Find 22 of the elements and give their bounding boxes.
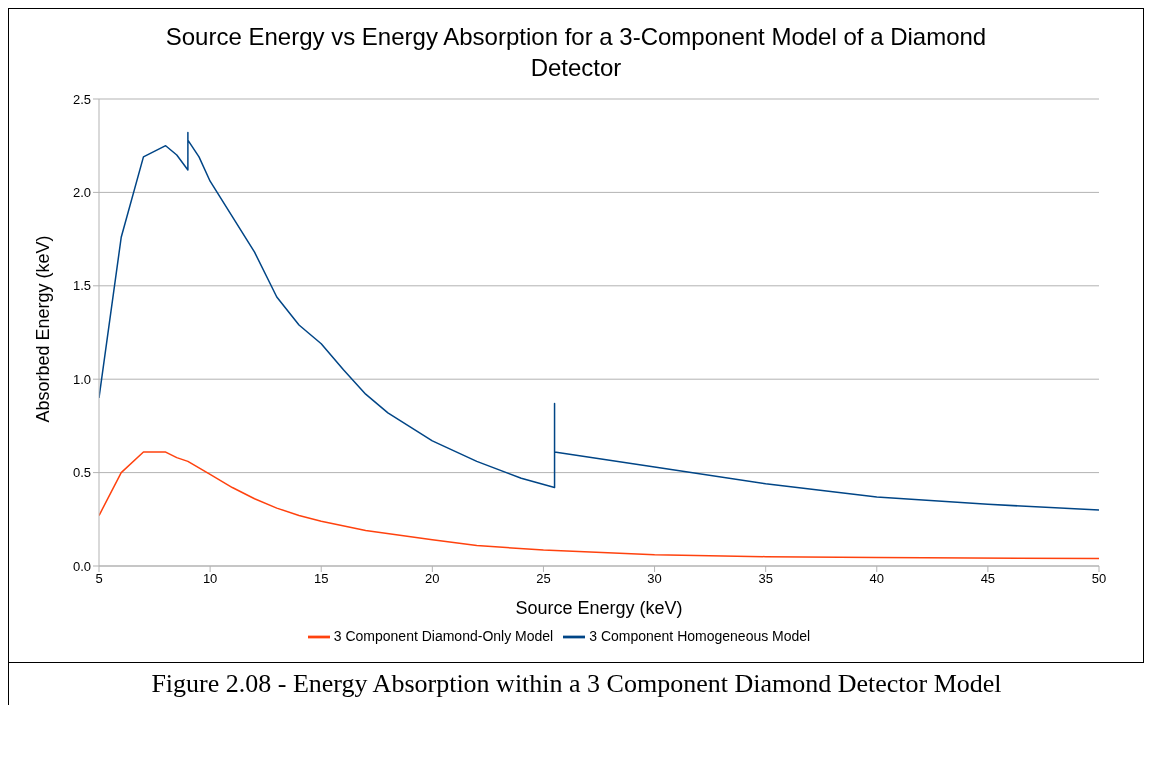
- y-tick-label: 0.0: [72, 558, 91, 574]
- caption: Figure 2.08 - Energy Absorption within a 3 Component Diamond Detector Model: [8, 663, 1144, 705]
- x-tick-label: 20: [425, 571, 440, 587]
- x-tick-label: 40: [869, 571, 885, 587]
- y-tick-label: 2.5: [72, 91, 91, 107]
- x-tick-label: 5: [95, 571, 103, 587]
- x-tick-label: 45: [980, 571, 996, 587]
- x-tick-label: 50: [1091, 571, 1107, 587]
- y-tick-label: 0.5: [72, 465, 91, 481]
- chart-title: Source Energy vs Energy Absorption for a 3-Component Model of a Diamond Detector: [164, 22, 988, 83]
- legend-label: 3 Component Homogeneous Model: [589, 627, 811, 644]
- x-tick-label: 35: [758, 571, 773, 587]
- x-tick-label: 10: [202, 571, 218, 587]
- x-tick-label: 15: [313, 571, 329, 587]
- y-tick-label: 1.0: [72, 371, 91, 387]
- x-axis-title: Source Energy (keV): [515, 598, 683, 618]
- y-tick-label: 1.5: [72, 278, 91, 294]
- x-tick-label: 25: [536, 571, 551, 587]
- y-tick-label: 2.0: [72, 185, 91, 201]
- legend-label: 3 Component Diamond-Only Model: [333, 627, 554, 644]
- y-axis-title: Absorbed Energy (keV): [33, 235, 54, 423]
- x-tick-label: 30: [647, 571, 662, 587]
